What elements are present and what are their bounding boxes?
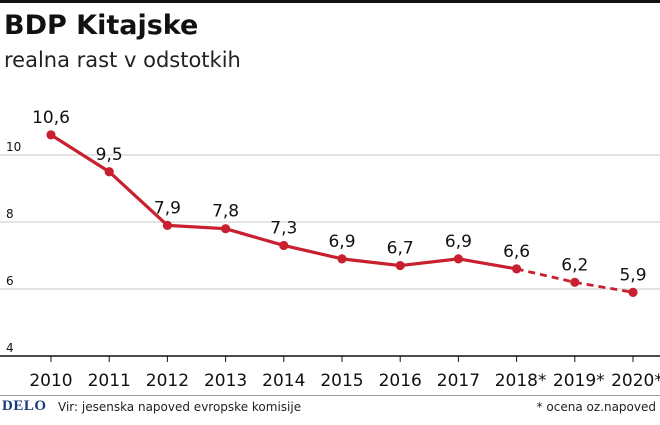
series-segment-0 bbox=[49, 133, 111, 174]
axes bbox=[0, 355, 660, 362]
series-segment-8 bbox=[516, 267, 576, 284]
x-tick-label-2019*: 2019* bbox=[553, 371, 605, 391]
data-points bbox=[46, 130, 638, 297]
series-segment-4 bbox=[282, 243, 344, 261]
data-label-2011: 9,5 bbox=[96, 145, 123, 165]
data-label-2014: 7,3 bbox=[270, 218, 297, 238]
line-chart: 10,6 9,5 7,9 7,8 7,3 6,9 6,7 6,9 6,6 6,2 5,9 4 6 8 10… bbox=[0, 108, 660, 391]
data-point-2015 bbox=[337, 254, 347, 264]
y-tick-label-4: 4 bbox=[6, 341, 14, 355]
x-tick-label-2020*: 2020* bbox=[611, 371, 660, 391]
y-tick-label-10: 10 bbox=[6, 140, 21, 154]
x-tick-label-2016: 2016 bbox=[379, 371, 422, 391]
data-point-2020* bbox=[628, 287, 638, 297]
series-segment-6 bbox=[398, 257, 460, 268]
data-label-2019*: 6,2 bbox=[561, 255, 588, 275]
series-segment-3 bbox=[224, 227, 286, 248]
tick-labels: 4 6 8 10 2010 2011 2012 2013 2014 2015 2016 2017 201… bbox=[6, 140, 660, 391]
x-tick-label-2018*: 2018* bbox=[495, 371, 547, 391]
x-tick-label-2013: 2013 bbox=[204, 371, 247, 391]
data-label-2015: 6,9 bbox=[328, 232, 355, 252]
chart-title: BDP Kitajske bbox=[4, 10, 199, 41]
series-segment-1 bbox=[107, 170, 169, 227]
estimate-note: * ocena oz.napoved bbox=[536, 400, 656, 414]
data-point-2010 bbox=[46, 130, 56, 140]
data-point-2012 bbox=[162, 220, 172, 230]
series-segment-9 bbox=[574, 280, 634, 294]
data-point-2013 bbox=[221, 224, 231, 234]
source-note: Vir: jesenska napoved evropske komisije bbox=[58, 400, 302, 414]
y-tick-label-8: 8 bbox=[6, 207, 14, 221]
data-labels: 10,6 9,5 7,9 7,8 7,3 6,9 6,7 6,9 6,6 6,2 5,9 bbox=[32, 108, 646, 285]
gridlines bbox=[0, 154, 660, 290]
data-point-2017 bbox=[453, 254, 463, 264]
data-label-2016: 6,7 bbox=[387, 239, 414, 259]
data-label-2018*: 6,6 bbox=[503, 242, 530, 262]
x-tick-label-2014: 2014 bbox=[262, 371, 305, 391]
footer-rule bbox=[0, 395, 660, 396]
data-label-2020*: 5,9 bbox=[619, 265, 646, 285]
data-label-2012: 7,9 bbox=[154, 198, 181, 218]
series-segment-5 bbox=[340, 257, 402, 268]
x-tick-label-2011: 2011 bbox=[88, 371, 131, 391]
data-label-2017: 6,9 bbox=[445, 232, 472, 252]
delo-logo: DELO bbox=[2, 398, 47, 414]
data-point-2011 bbox=[104, 167, 114, 177]
data-point-2014 bbox=[279, 240, 289, 251]
x-tick-label-2010: 2010 bbox=[29, 371, 72, 391]
x-tick-label-2015: 2015 bbox=[320, 371, 363, 391]
top-rule bbox=[0, 0, 660, 3]
data-label-2013: 7,8 bbox=[212, 202, 239, 222]
chart-subtitle: realna rast v odstotkih bbox=[4, 48, 241, 72]
x-tick-label-2017: 2017 bbox=[437, 371, 480, 391]
data-label-2010: 10,6 bbox=[32, 108, 70, 128]
data-point-2018* bbox=[511, 264, 522, 274]
series-segment-2 bbox=[165, 223, 228, 231]
data-point-2019* bbox=[570, 277, 580, 287]
series-segment-7 bbox=[456, 257, 519, 271]
data-point-2016 bbox=[395, 260, 405, 271]
x-tick-label-2012: 2012 bbox=[146, 371, 189, 391]
y-tick-label-6: 6 bbox=[6, 274, 14, 288]
series-lines bbox=[49, 133, 634, 294]
